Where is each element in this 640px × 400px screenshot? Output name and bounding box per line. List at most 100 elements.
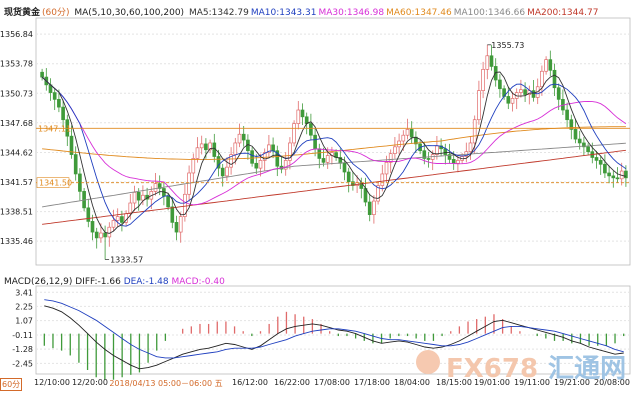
candle: [216, 156, 221, 169]
candle: [443, 148, 448, 155]
macd-diff-label: DIFF:: [75, 277, 98, 287]
macd-axis-tick: -0.11: [12, 331, 33, 340]
candle: [275, 150, 280, 167]
candle: [153, 183, 158, 192]
candle: [321, 158, 326, 163]
candle: [594, 157, 599, 161]
candle: [342, 162, 347, 173]
candle: [456, 160, 460, 164]
candle: [166, 195, 170, 208]
macd-axis-tick: -2.45: [12, 359, 33, 368]
price-axis-tick: 1350.73: [0, 89, 33, 98]
ma-values: MA5:1342.79 MA10:1343.31 MA30:1346.98 MA60:…: [189, 8, 601, 18]
candle: [544, 59, 548, 72]
candle: [73, 154, 78, 175]
x-axis-label: 16/12:00: [232, 378, 268, 387]
macd-axis-tick: 3.41: [15, 288, 33, 297]
candle: [292, 123, 296, 144]
ma-value-4: MA100:1346.66: [453, 8, 526, 18]
ma-value-1: MA10:1343.31: [250, 8, 317, 18]
x-axis-label: 18/04:00: [394, 378, 430, 387]
candle: [86, 207, 91, 222]
candle: [376, 185, 380, 202]
ma-value-2: MA30:1346.98: [318, 8, 385, 18]
candle: [225, 166, 229, 177]
macd-axis-tick: -1.28: [12, 345, 33, 354]
macd-params: MACD(26,12,9): [4, 277, 73, 287]
candle: [52, 92, 57, 100]
candle: [426, 158, 431, 160]
candle: [380, 173, 385, 186]
candle: [325, 155, 330, 163]
candle: [195, 147, 200, 159]
x-axis-label: 16/22:00: [274, 378, 310, 387]
x-axis-label: 12/10:00: [34, 378, 70, 387]
candle: [552, 69, 557, 89]
reference-label-dashed: 1341.50: [39, 179, 72, 188]
macd-dea-line: [44, 299, 624, 359]
timeframe-badge[interactable]: 60分: [0, 378, 23, 391]
candle: [141, 194, 145, 201]
candle: [498, 79, 502, 90]
macd-axis-tick: 2.25: [15, 302, 33, 311]
candle: [531, 90, 536, 98]
candle: [447, 154, 452, 160]
candle: [309, 123, 313, 136]
price-axis-tick: 1353.78: [0, 60, 33, 69]
x-axis-label: 17/18:00: [354, 378, 390, 387]
candle: [262, 152, 267, 161]
low-label: 1333.57: [110, 255, 143, 264]
candle: [401, 134, 406, 142]
candle: [237, 133, 242, 144]
candle: [489, 55, 494, 67]
x-axis-label: 12/20:00: [72, 378, 108, 387]
high-label: 1355.73: [491, 41, 524, 50]
candle: [603, 163, 607, 174]
candle: [481, 68, 485, 91]
instrument-name: 现货黄金: [4, 8, 41, 18]
candle: [283, 160, 288, 170]
candle: [258, 160, 263, 169]
candle: [409, 129, 414, 138]
candle: [346, 171, 351, 183]
candle: [103, 232, 107, 238]
x-axis-label: 17/08:00: [314, 378, 350, 387]
candle: [569, 119, 574, 130]
ma-value-5: MA200:1344.77: [527, 8, 599, 18]
chart-header: 现货黄金 (60分) MA(5,10,30,60,100,200) MA5:134…: [4, 5, 602, 18]
ma30-line: [41, 76, 627, 206]
candle: [422, 150, 427, 159]
candle: [586, 146, 590, 153]
candle: [582, 142, 586, 148]
candle: [128, 202, 133, 215]
candle: [132, 192, 137, 204]
candle: [250, 150, 254, 164]
candle: [388, 153, 393, 163]
candle: [565, 109, 569, 121]
candle: [573, 129, 578, 140]
price-axis-tick: 1344.62: [0, 148, 33, 157]
reference-label-orange: 1347.11: [38, 124, 71, 133]
candle: [607, 172, 611, 177]
candle: [556, 87, 561, 100]
macd-macd-label: MACD:: [171, 277, 202, 287]
candle: [384, 161, 389, 175]
candle: [61, 106, 65, 121]
reference-label-box: [36, 177, 70, 188]
macd-macd-value: -0.40: [201, 277, 225, 287]
candle: [296, 109, 301, 124]
candle: [313, 134, 317, 150]
macd-diff-value: -1.66: [97, 277, 121, 287]
candle: [99, 232, 103, 239]
period-label: (60分): [42, 8, 70, 18]
x-axis-label: 18/15:00: [436, 378, 472, 387]
candle: [598, 160, 603, 165]
candle: [107, 226, 112, 238]
ma100-line: [42, 142, 626, 208]
candle: [94, 231, 99, 239]
candle: [229, 154, 233, 168]
candle: [254, 162, 259, 169]
watermark-cn: 汇通网: [548, 354, 627, 384]
candle: [468, 142, 473, 153]
